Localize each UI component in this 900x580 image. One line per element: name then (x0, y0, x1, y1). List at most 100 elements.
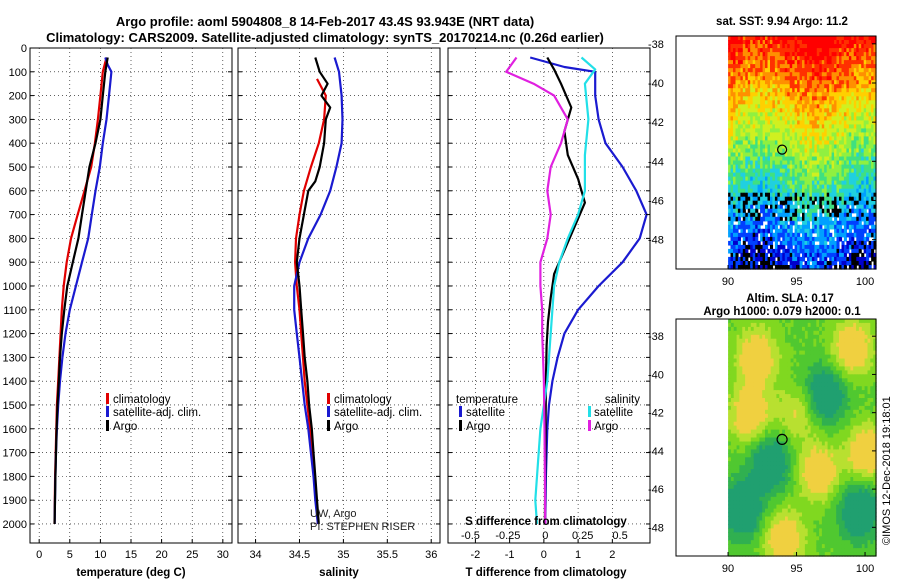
heatmap-cell (846, 208, 850, 214)
heatmap-cell (868, 184, 872, 190)
heatmap-cell (756, 390, 760, 395)
heatmap-cell (777, 256, 781, 262)
heatmap-cell (824, 104, 828, 109)
heatmap-cell (831, 188, 835, 194)
heatmap-cell (868, 72, 872, 77)
heatmap-cell (747, 52, 751, 57)
heatmap-cell (750, 346, 755, 352)
heatmap-cell (730, 200, 734, 206)
heatmap-cell (853, 48, 857, 53)
heatmap-cell (730, 168, 734, 174)
heatmap-cell (757, 48, 761, 53)
heatmap-cell (750, 192, 754, 198)
heatmap-cell (728, 469, 732, 474)
heatmap-cell (787, 362, 792, 367)
heatmap-cell (873, 152, 877, 158)
heatmap-cell (755, 224, 759, 230)
heatmap-cell (834, 116, 838, 121)
heatmap-cell (739, 322, 743, 328)
heatmap-cell (767, 112, 771, 117)
heatmap-cell (762, 465, 766, 470)
heatmap-cell (848, 44, 852, 49)
heatmap-cell (787, 465, 792, 470)
heatmap-cell (762, 484, 766, 490)
heatmap-cell (773, 409, 778, 415)
heatmap-cell (772, 60, 776, 65)
heatmap-cell (762, 488, 766, 494)
heatmap-cell (728, 256, 732, 262)
heatmap-cell (871, 112, 875, 117)
heatmap-cell (728, 366, 732, 371)
heatmap-cell (750, 350, 755, 356)
heatmap-cell (779, 224, 783, 230)
heatmap-cell (760, 208, 764, 214)
heatmap-cell (871, 84, 875, 89)
heatmap-cell (770, 492, 775, 498)
heatmap-cell (871, 172, 875, 178)
heatmap-cell (785, 520, 789, 526)
heatmap-cell (789, 144, 793, 150)
heatmap-cell (777, 60, 781, 65)
heatmap-cell (748, 544, 752, 549)
heatmap-cell (787, 330, 792, 336)
heatmap-cell (834, 144, 838, 150)
heatmap-cell (826, 84, 830, 89)
heatmap-cell (750, 390, 755, 395)
heatmap-cell (739, 492, 743, 498)
heatmap-cell (856, 72, 860, 77)
heatmap-cell (821, 160, 825, 166)
heatmap-cell (821, 84, 825, 89)
heatmap-cell (774, 220, 778, 226)
heatmap-cell (773, 417, 778, 423)
heatmap-cell (779, 425, 783, 431)
heatmap-cell (736, 338, 741, 344)
heatmap-cell (824, 244, 828, 250)
heatmap-cell (856, 228, 860, 234)
heatmap-cell (841, 240, 845, 246)
heatmap-cell (851, 200, 855, 206)
heatmap-cell (802, 204, 806, 210)
heatmap-cell (733, 465, 738, 470)
heatmap-cell (841, 156, 845, 162)
heatmap-cell (816, 140, 820, 146)
heatmap-cell (861, 120, 865, 126)
heatmap-cell (776, 382, 780, 387)
heatmap-cell (779, 319, 783, 324)
heatmap-cell (816, 60, 820, 65)
heatmap-cell (868, 124, 872, 130)
heatmap-cell (767, 52, 771, 57)
heatmap-cell (797, 140, 801, 146)
heatmap-cell (841, 252, 845, 258)
heatmap-cell (824, 265, 828, 270)
heatmap-cell (784, 152, 788, 158)
heatmap-cell (782, 461, 786, 466)
heatmap-cell (762, 261, 766, 266)
heatmap-cell (773, 477, 778, 482)
heatmap-cell (770, 330, 775, 336)
heatmap-cell (856, 168, 860, 174)
heatmap-cell (745, 148, 749, 154)
map-y-tick-label: -48 (648, 235, 664, 247)
heatmap-cell (799, 56, 803, 61)
heatmap-cell (785, 516, 789, 522)
heatmap-cell (843, 261, 847, 266)
heatmap-cell (821, 240, 825, 246)
heatmap-cell (755, 92, 759, 97)
heatmap-cell (843, 60, 847, 65)
heatmap-cell (733, 552, 738, 557)
heatmap-cell (765, 120, 769, 126)
heatmap-cell (784, 96, 788, 101)
heatmap-cell (866, 108, 870, 113)
heatmap-cell (787, 180, 791, 186)
heatmap-cell (797, 192, 801, 198)
heatmap-cell (831, 48, 835, 53)
heatmap-cell (730, 244, 734, 250)
heatmap-cell (774, 200, 778, 206)
heatmap-cell (773, 433, 778, 439)
heatmap-cell (728, 453, 732, 458)
heatmap-cell (841, 92, 845, 97)
heatmap-cell (750, 326, 755, 332)
heatmap-cell (730, 346, 735, 352)
heatmap-cell (765, 413, 769, 419)
heatmap-cell (760, 256, 764, 262)
